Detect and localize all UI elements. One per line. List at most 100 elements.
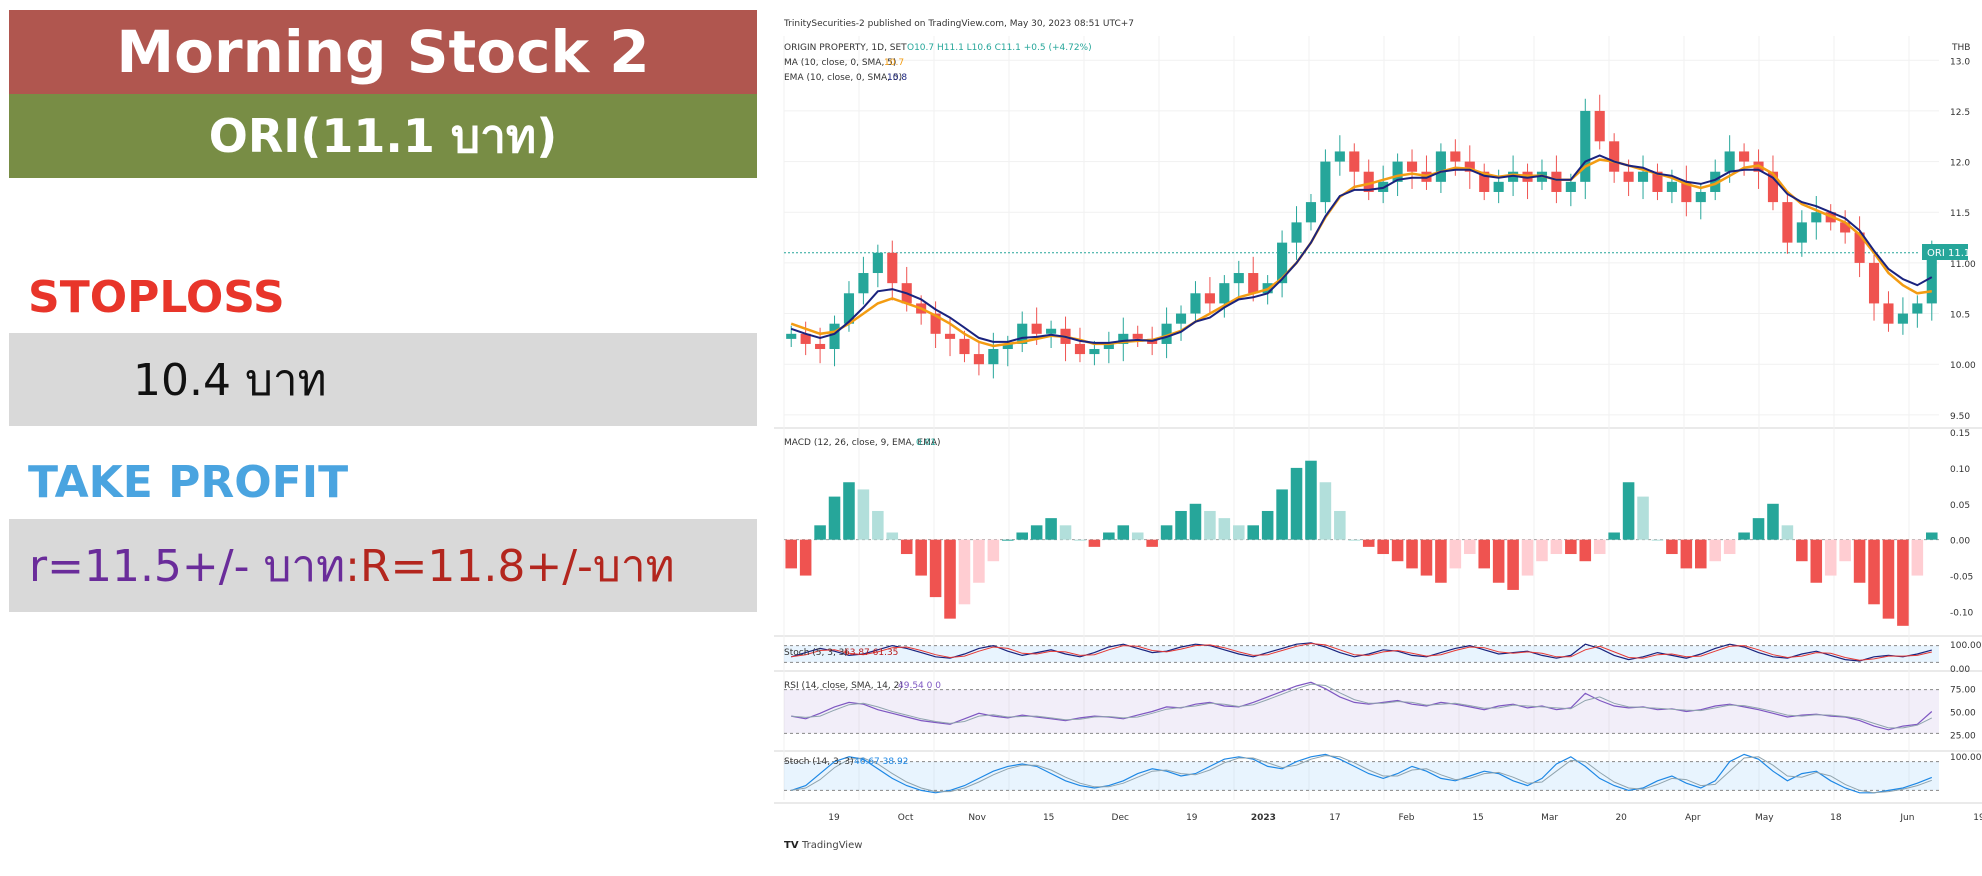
- macd-bar: [1218, 518, 1231, 540]
- candle-body: [988, 349, 999, 365]
- macd-bar: [1507, 539, 1519, 590]
- macd-bar: [1752, 518, 1765, 540]
- macd-bar: [944, 539, 956, 619]
- macd-y-tick: -0.05: [1950, 573, 1973, 583]
- macd-bar: [1088, 539, 1101, 547]
- macd-bar: [1305, 460, 1317, 540]
- candle-body: [1739, 151, 1750, 162]
- x-tick-label: Nov: [968, 813, 986, 823]
- candle-body: [1782, 202, 1793, 243]
- macd-bar: [1435, 539, 1447, 583]
- macd-bar: [1579, 539, 1592, 562]
- macd-bar: [1882, 539, 1895, 619]
- title-text: Morning Stock 2: [116, 18, 650, 86]
- macd-y-tick: 0.15: [1950, 429, 1970, 439]
- candle-body: [872, 252, 883, 274]
- macd-bar: [1420, 539, 1433, 576]
- macd-bar: [1796, 539, 1808, 562]
- x-tick-label: 20: [1615, 813, 1627, 823]
- macd-bar: [1824, 539, 1837, 576]
- candle-body: [973, 354, 984, 365]
- macd-bar: [1810, 539, 1823, 583]
- price-y-tick: 12.0: [1950, 159, 1970, 169]
- macd-bar: [1045, 518, 1057, 540]
- macd-bar: [1449, 539, 1462, 569]
- stoch1-band: [784, 645, 1939, 663]
- macd-bar: [1146, 539, 1158, 547]
- candle-body: [1565, 181, 1576, 192]
- candle-body: [1652, 171, 1663, 192]
- macd-y-tick: -0.10: [1950, 608, 1974, 618]
- tradingview-watermark: TradingView: [801, 840, 862, 851]
- macd-bar: [1926, 532, 1938, 540]
- stoch2-signal-line: [791, 755, 1932, 794]
- price-y-tick: 11.5: [1950, 209, 1970, 219]
- x-tick-label: Mar: [1541, 813, 1558, 823]
- candle-body: [1219, 283, 1230, 304]
- macd-bar: [843, 482, 855, 540]
- macd-bar: [1362, 539, 1375, 547]
- candle-body: [1912, 303, 1923, 314]
- macd-bar: [1593, 539, 1606, 555]
- macd-bar: [1204, 510, 1216, 540]
- macd-bar: [1233, 525, 1245, 540]
- candle-body: [1291, 222, 1302, 243]
- rsi-legend: RSI (14, close, SMA, 14, 2): [784, 681, 903, 691]
- macd-bar: [1377, 539, 1389, 555]
- candle-body: [1046, 328, 1057, 334]
- candle-body: [1464, 161, 1475, 172]
- macd-bar: [1868, 539, 1880, 605]
- macd-legend-value: 0.01: [916, 438, 936, 448]
- macd-bar: [1911, 539, 1924, 576]
- candle-body: [1089, 349, 1100, 355]
- candle-body: [829, 323, 840, 350]
- candle-body: [944, 333, 956, 339]
- candle-body: [1248, 273, 1259, 294]
- x-tick-label: Apr: [1685, 813, 1701, 823]
- macd-bar: [1536, 539, 1548, 562]
- candle-body: [1031, 323, 1042, 334]
- rsi-y-tick: 75.00: [1950, 686, 1976, 696]
- candle-body: [1594, 110, 1605, 142]
- x-tick-label: 19: [828, 813, 840, 823]
- macd-bar: [1637, 496, 1649, 540]
- ohlc-legend: O10.7 H11.1 L10.6 C11.1 +0.5 (+4.72%): [907, 43, 1092, 53]
- candle-body: [1897, 313, 1908, 324]
- macd-bar: [1175, 510, 1187, 540]
- candle-body: [800, 333, 811, 344]
- macd-bar: [1030, 525, 1043, 540]
- candle-body: [1811, 212, 1822, 223]
- macd-bar: [1348, 539, 1361, 541]
- macd-bar: [915, 539, 927, 576]
- candle-body: [930, 313, 941, 334]
- macd-bar: [1074, 539, 1086, 541]
- rsi-band: [784, 689, 1939, 734]
- macd-y-tick: 0.10: [1950, 465, 1970, 475]
- price-badge: ORI 11.1: [1922, 244, 1970, 260]
- candle-body: [1175, 313, 1187, 324]
- macd-bar: [973, 539, 985, 583]
- candle-body: [1305, 202, 1317, 223]
- candle-body: [1435, 151, 1446, 182]
- macd-bar: [1695, 539, 1707, 569]
- macd-bar: [1276, 489, 1288, 540]
- candle-body: [1681, 181, 1692, 203]
- price-badge-symbol: ORI: [1927, 248, 1945, 259]
- price-badge-value: 11.1: [1948, 248, 1970, 259]
- chart-background: [774, 0, 1982, 876]
- macd-bar: [1492, 539, 1505, 583]
- x-tick-label: 19: [1186, 813, 1198, 823]
- candle-body: [1103, 343, 1114, 350]
- macd-bar: [872, 510, 884, 540]
- stoploss-value: 10.4 บาท: [133, 354, 327, 406]
- macd-bar: [1897, 539, 1909, 626]
- x-tick-label: Feb: [1399, 813, 1415, 823]
- macd-bar: [1738, 532, 1750, 540]
- candle-body: [1190, 293, 1201, 314]
- macd-legend: MACD (12, 26, close, 9, EMA, EMA): [784, 438, 941, 448]
- macd-bar: [1261, 510, 1274, 540]
- candle-body: [1277, 242, 1288, 284]
- candle-body: [1479, 171, 1490, 192]
- macd-bar: [1247, 525, 1259, 540]
- takeprofit-R-value: :R=11.8+/-บาท: [345, 540, 675, 592]
